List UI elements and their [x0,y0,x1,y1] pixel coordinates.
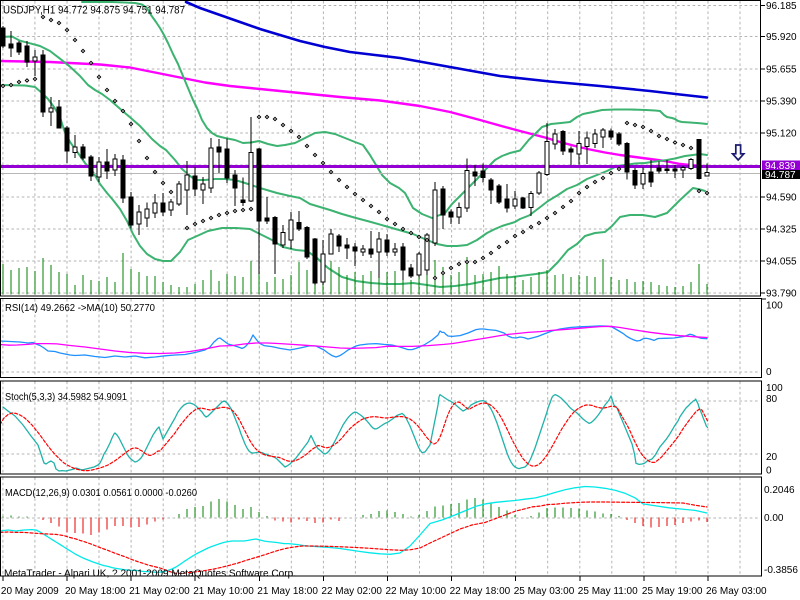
svg-text:0.00: 0.00 [764,513,784,524]
svg-text:MACD(12,26,9) 0.0301 0.0561 0.: MACD(12,26,9) 0.0301 0.0561 0.0000 -0.02… [5,488,197,499]
svg-text:25 May 19:00: 25 May 19:00 [642,586,703,597]
svg-text:93.790: 93.790 [766,289,797,300]
svg-text:MetaTrader - Alpari UK, ? 2001: MetaTrader - Alpari UK, ? 2001-2009 Meta… [4,569,296,580]
svg-text:95.655: 95.655 [766,65,797,76]
svg-text:26 May 03:00: 26 May 03:00 [706,586,767,597]
svg-text:USDJPY,H1 94.772 94.875 94.75: USDJPY,H1 94.772 94.875 94.751 94.787 [3,5,185,17]
svg-text:94.787: 94.787 [765,170,796,181]
svg-text:94.839: 94.839 [765,161,796,172]
svg-text:95.390: 95.390 [766,97,797,108]
svg-text:20 May 2009: 20 May 2009 [1,586,59,597]
svg-text:0.2046: 0.2046 [764,485,795,496]
svg-text:0: 0 [766,367,772,378]
svg-text:21 May 02:00: 21 May 02:00 [129,586,190,597]
svg-text:22 May 02:00: 22 May 02:00 [321,586,382,597]
svg-text:0: 0 [766,466,772,477]
svg-text:Stoch(5,3,3) 34.5982 54.9091: Stoch(5,3,3) 34.5982 54.9091 [5,392,127,403]
svg-text:21 May 18:00: 21 May 18:00 [257,586,318,597]
svg-text:80: 80 [766,394,778,405]
svg-text:20 May 18:00: 20 May 18:00 [65,586,126,597]
svg-text:94.590: 94.590 [766,193,797,204]
svg-text:94.055: 94.055 [766,257,797,268]
svg-text:25 May 03:00: 25 May 03:00 [514,586,575,597]
svg-text:96.185: 96.185 [766,1,797,12]
svg-text:21 May 10:00: 21 May 10:00 [193,586,254,597]
svg-text:25 May 11:00: 25 May 11:00 [578,586,638,597]
svg-text:95.120: 95.120 [766,129,797,140]
svg-text:100: 100 [766,301,783,312]
svg-text:22 May 18:00: 22 May 18:00 [450,586,511,597]
svg-text:94.325: 94.325 [766,225,797,236]
svg-text:100: 100 [766,383,783,394]
svg-text:95.920: 95.920 [766,32,797,43]
svg-text:-0.3856: -0.3856 [764,565,798,576]
svg-text:22 May 10:00: 22 May 10:00 [386,586,447,597]
svg-text:RSI(14) 49.2662 ->MA(10) 50.: RSI(14) 49.2662 ->MA(10) 50.2770 [5,303,155,314]
svg-text:20: 20 [766,452,778,463]
